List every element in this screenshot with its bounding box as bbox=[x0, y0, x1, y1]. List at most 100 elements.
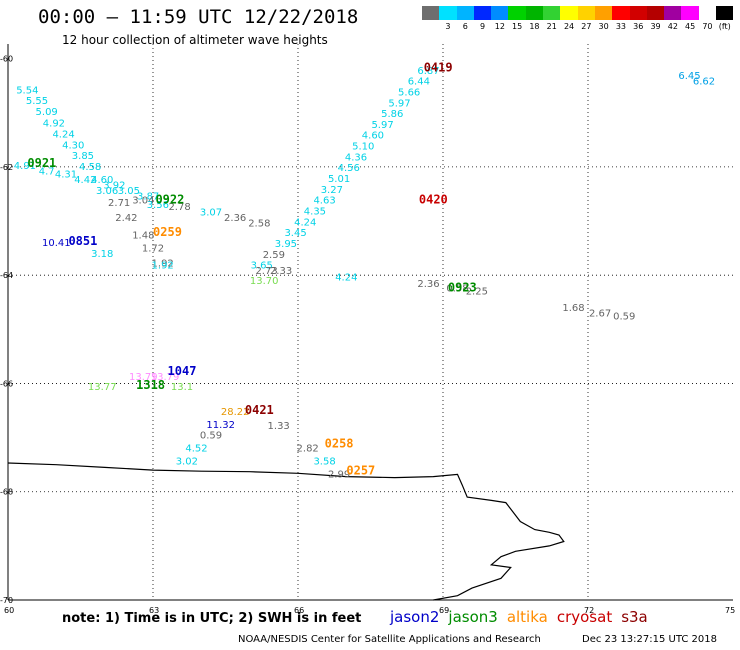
wave-height-label: 2.59 bbox=[263, 250, 285, 261]
wave-height-label: 1.72 bbox=[142, 243, 164, 254]
wave-height-label: 4.30 bbox=[62, 140, 84, 151]
legend-item-jason2: jason2 bbox=[390, 608, 440, 626]
colorbar-swatch bbox=[525, 6, 544, 20]
colorbar-label: 18 bbox=[529, 22, 540, 31]
coastline bbox=[7, 462, 565, 601]
wave-height-label: 3.02 bbox=[176, 457, 198, 468]
wave-height-label: 2.73 bbox=[255, 266, 277, 277]
wave-height-label: 3.65 bbox=[251, 261, 273, 272]
colorbar-label: 27 bbox=[581, 22, 592, 31]
lon-tick-label: 66 bbox=[294, 606, 304, 615]
wave-height-label: 2.58 bbox=[248, 218, 270, 229]
wave-height-label: 2.67 bbox=[589, 308, 611, 319]
wave-height-label: 1.48 bbox=[132, 230, 154, 241]
colorbar-swatch bbox=[698, 6, 717, 20]
lat-tick-label: -68 bbox=[0, 488, 13, 497]
wave-height-label: 28.22 bbox=[221, 407, 250, 418]
colorbar-swatch bbox=[422, 6, 440, 20]
wave-height-label: 5.97 bbox=[371, 120, 393, 131]
wave-height-label: 3.45 bbox=[284, 228, 306, 239]
colorbar-swatch bbox=[629, 6, 647, 20]
wave-height-label: 4.60 bbox=[91, 175, 113, 186]
wave-height-label: 6.87 bbox=[417, 66, 439, 77]
colorbar-label: 39 bbox=[650, 22, 661, 31]
wave-height-label: 0.58 bbox=[446, 283, 468, 294]
wave-height-label: 6.62 bbox=[693, 77, 715, 88]
wave-height-label: 0.59 bbox=[200, 431, 222, 442]
colorbar-label: 12 bbox=[494, 22, 505, 31]
wave-height-label: 3.04 bbox=[132, 196, 154, 207]
wave-height-label: 3.85 bbox=[72, 151, 94, 162]
wave-height-label: 2.82 bbox=[297, 444, 319, 455]
wave-height-label: 13.70 bbox=[250, 276, 279, 287]
wave-height-label: 5.66 bbox=[398, 87, 420, 98]
page-subtitle: 12 hour collection of altimeter wave hei… bbox=[62, 33, 328, 47]
colorbar-label: (ft) bbox=[718, 22, 731, 31]
lon-tick-label: 63 bbox=[149, 606, 159, 615]
colorbar-swatch bbox=[612, 6, 630, 20]
colorbar-swatch bbox=[664, 6, 682, 20]
wave-height-label: 2.36 bbox=[417, 279, 439, 290]
pass-time-label: 1318 bbox=[136, 378, 165, 392]
wave-height-label: 5.01 bbox=[328, 174, 350, 185]
wave-height-label: 4.92 bbox=[43, 118, 65, 129]
legend-item-cryosat: cryosat bbox=[556, 608, 613, 626]
lon-tick-label: 69 bbox=[439, 606, 449, 615]
colorbar-label: 15 bbox=[512, 22, 523, 31]
wave-height-label: 1.92 bbox=[152, 259, 174, 270]
legend-item-altika: altika bbox=[506, 608, 548, 626]
lon-tick-label: 72 bbox=[584, 606, 594, 615]
colorbar-swatch bbox=[456, 6, 474, 20]
pass-time-label: 0420 bbox=[419, 193, 448, 207]
wave-height-label: 5.10 bbox=[352, 142, 374, 153]
wave-height-label: 13.79 bbox=[151, 372, 180, 383]
wave-height-label: 5.54 bbox=[16, 85, 38, 96]
pass-time-label: 0258 bbox=[325, 436, 354, 450]
wave-height-label: 10.41 bbox=[42, 238, 71, 249]
lon-tick-label: 75 bbox=[725, 606, 735, 615]
colorbar-label: 6 bbox=[462, 22, 468, 31]
wave-height-label: 2.42 bbox=[115, 213, 137, 224]
wave-height-label: 3.56 bbox=[147, 200, 169, 211]
lat-tick-label: -60 bbox=[0, 55, 13, 64]
wave-height-label: 1.33 bbox=[268, 421, 290, 432]
colorbar-swatch bbox=[473, 6, 492, 20]
lat-tick-label: -66 bbox=[0, 379, 13, 388]
pass-time-label: 0923 bbox=[448, 280, 477, 294]
wave-height-label: 2.36 bbox=[224, 213, 246, 224]
colorbar-label: 70 bbox=[702, 22, 713, 31]
wave-height-label: 3.18 bbox=[91, 249, 113, 260]
wave-height-label: 4.7 bbox=[39, 166, 55, 177]
wave-height-label: 2.99 bbox=[328, 470, 350, 481]
wave-height-label: 4.24 bbox=[335, 273, 357, 284]
colorbar-label: 36 bbox=[633, 22, 644, 31]
wave-height-label: 13.77 bbox=[88, 382, 117, 393]
wave-height-label: 5.55 bbox=[26, 96, 48, 107]
colorbar bbox=[422, 6, 734, 20]
colorbar-label: 21 bbox=[546, 22, 557, 31]
wave-height-label: 4.31 bbox=[55, 170, 77, 181]
wave-height-label: 6.45 bbox=[678, 71, 700, 82]
colorbar-swatch bbox=[508, 6, 526, 20]
generated-timestamp: Dec 23 13:27:15 UTC 2018 bbox=[582, 634, 717, 645]
wave-height-label: 2.33 bbox=[270, 266, 292, 277]
wave-height-label: 13.1 bbox=[171, 382, 193, 393]
colorbar-label: 45 bbox=[685, 22, 696, 31]
wave-height-label: 3.58 bbox=[313, 457, 335, 468]
pass-time-label: 0419 bbox=[424, 61, 453, 75]
lat-tick-label: -62 bbox=[0, 163, 13, 172]
colorbar-label: 9 bbox=[480, 22, 486, 31]
colorbar-labels: 3 6 9 12 15 18 21 24 27 30 33 36 39 42 45 70 (ft) bbox=[422, 22, 740, 34]
lat-tick-label: -64 bbox=[0, 271, 13, 280]
colorbar-label: 30 bbox=[598, 22, 609, 31]
legend-item-s3a: s3a bbox=[621, 608, 648, 626]
colorbar-swatch bbox=[594, 6, 613, 20]
pass-time-label: 0922 bbox=[155, 193, 184, 207]
wave-height-label: 5.86 bbox=[381, 109, 403, 120]
colorbar-swatch bbox=[716, 6, 734, 20]
colorbar-label: 3 bbox=[445, 22, 451, 31]
wave-height-label: 4.42 bbox=[74, 175, 96, 186]
colorbar-swatch bbox=[560, 6, 578, 20]
colorbar-label: 42 bbox=[667, 22, 678, 31]
